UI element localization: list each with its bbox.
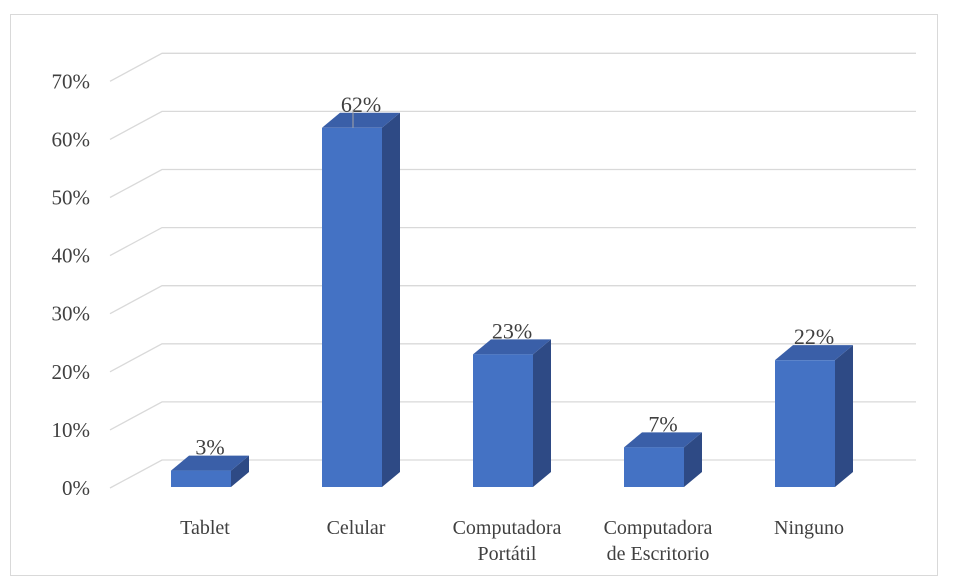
bar-front <box>775 360 835 487</box>
bar-side <box>533 339 551 487</box>
category-label: Computadora <box>604 517 713 539</box>
category-label: Computadora <box>453 517 562 539</box>
y-tick-label: 10% <box>52 418 91 442</box>
category-label: Celular <box>327 517 386 539</box>
gridline <box>109 52 916 82</box>
category-label: de Escritorio <box>607 543 710 565</box>
bar-side <box>231 455 249 487</box>
bar-front <box>171 470 231 487</box>
data-label: 3% <box>195 435 224 460</box>
bar-top <box>775 345 853 361</box>
y-tick-label: 20% <box>52 360 91 384</box>
gridline <box>109 226 916 257</box>
gridline <box>109 401 916 431</box>
x-axis-categories: Tablet Celular Computadora Portátil Computad… <box>180 517 844 565</box>
y-tick-label: 60% <box>52 127 91 151</box>
data-label: 7% <box>648 411 677 436</box>
data-label: 22% <box>794 324 834 349</box>
bar <box>473 339 551 487</box>
data-label: 23% <box>492 318 532 343</box>
y-tick-label: 0% <box>62 476 90 500</box>
bar-side <box>835 345 853 487</box>
gridline <box>109 110 916 140</box>
bar-side <box>382 112 400 487</box>
category-label: Tablet <box>180 517 230 539</box>
gridline <box>109 285 916 315</box>
bar <box>171 455 249 487</box>
y-axis-ticks: 0% 10% 20% 30% 40% 50% 60% 70% <box>52 69 91 500</box>
bar <box>775 345 853 487</box>
gridline <box>109 168 916 199</box>
gridline <box>109 343 916 373</box>
bar-front <box>624 447 684 487</box>
bar-top <box>171 455 249 471</box>
bar <box>322 112 400 487</box>
y-tick-label: 50% <box>52 186 91 210</box>
bar-front <box>322 127 382 487</box>
data-labels: 3% 62% 23% 7% 22% <box>195 92 834 460</box>
bar-top <box>322 112 400 128</box>
y-tick-label: 70% <box>52 69 91 93</box>
bars <box>171 112 853 487</box>
y-tick-label: 30% <box>52 302 91 326</box>
bar-top <box>624 432 702 448</box>
data-label: 62% <box>341 92 381 117</box>
category-label: Portátil <box>478 543 537 565</box>
y-tick-label: 40% <box>52 244 91 268</box>
bar-side <box>684 432 702 487</box>
category-label: Ninguno <box>774 517 844 539</box>
bar <box>624 432 702 487</box>
bar-top <box>473 339 551 355</box>
bar-front <box>473 354 533 487</box>
